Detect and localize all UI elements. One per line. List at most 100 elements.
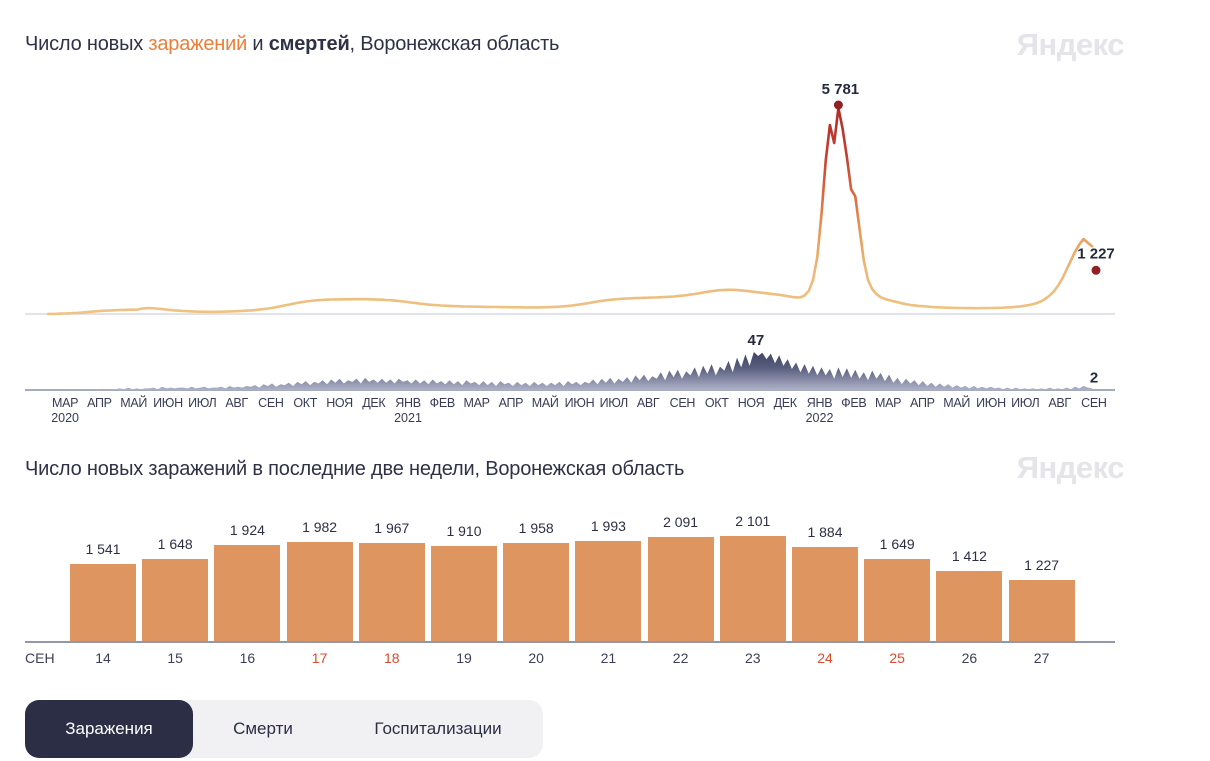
x-axis-day-label: 21 (600, 650, 617, 666)
yandex-logo: Яндекс (1016, 450, 1125, 485)
latest-dot (1091, 265, 1101, 275)
x-axis-month-label: ДЕК (362, 396, 386, 410)
bar-day-25[interactable] (864, 559, 931, 642)
bar-day-20[interactable] (503, 543, 570, 642)
x-axis-month-label: НОЯ (737, 396, 765, 410)
bar-day-16[interactable] (214, 545, 281, 642)
x-axis-month-label: ОКТ (293, 396, 318, 410)
bar-day-15[interactable] (142, 559, 209, 642)
peak-value-label: 5 781 (822, 81, 860, 98)
peak-dot (833, 100, 843, 110)
x-axis-month-label: АВГ (1048, 396, 1071, 410)
tab-infections[interactable]: Заражения (25, 700, 193, 758)
bar-day-22[interactable] (647, 537, 714, 642)
x-axis-day-label: 24 (817, 650, 833, 666)
bar-value-label: 1 958 (518, 520, 554, 536)
x-axis-month-label: МАЙ (943, 396, 971, 410)
bar-day-24[interactable] (792, 547, 858, 642)
tab-deaths[interactable]: Смерти (193, 700, 333, 758)
x-axis-month-label: МАЙ (531, 396, 559, 410)
metric-tabs: Заражения Смерти Госпитализации (25, 700, 543, 758)
x-axis-day-label: 23 (745, 650, 761, 666)
x-axis-day-label: 27 (1033, 650, 1050, 666)
x-axis-month-label: МАР (52, 396, 79, 410)
x-axis-month-label: СЕН (1081, 396, 1107, 410)
x-axis-month-label: ФЕВ (841, 396, 867, 410)
bar-value-label: 1 967 (374, 520, 410, 536)
x-axis-day-label: 20 (528, 650, 544, 666)
yandex-logo: Яндекс (1016, 27, 1125, 62)
x-axis-month-label: МАЙ (120, 396, 148, 410)
x-axis-month-label: ИЮЛ (1011, 396, 1040, 410)
bar-day-19[interactable] (431, 546, 497, 642)
title-text: Число новых (25, 33, 149, 55)
deaths-area (48, 352, 1092, 390)
bar-value-label: 1 982 (302, 519, 338, 535)
x-axis-month-label: ИЮЛ (599, 396, 629, 410)
x-axis-month-label: СЕН (669, 396, 696, 410)
bar-day-14[interactable] (70, 564, 136, 642)
x-axis-day-label: 15 (167, 650, 183, 666)
x-axis-day-label: 18 (384, 650, 400, 666)
x-axis-month-label: ИЮЛ (188, 396, 217, 410)
x-axis-day-label: 17 (311, 650, 328, 666)
bar-value-label: 1 649 (879, 536, 915, 552)
bar-value-label: 1 993 (590, 518, 626, 534)
x-axis-month-label: ИЮН (153, 396, 183, 410)
x-axis-month-label: ЯНВ (806, 396, 833, 410)
bar-day-18[interactable] (358, 543, 425, 642)
bar-value-label: 1 412 (951, 548, 987, 564)
title-infections-word: заражений (148, 33, 248, 55)
bar-day-23[interactable] (719, 536, 786, 642)
bar-value-label: 1 884 (807, 524, 843, 540)
x-axis-day-label: 16 (239, 650, 256, 666)
x-axis-month-label: ОКТ (704, 396, 729, 410)
x-axis-month-label: ДЕК (773, 396, 797, 410)
timeline-chart: 5 781 1 227 47 2 (25, 81, 1115, 391)
deaths-latest-label: 2 (1090, 369, 1098, 386)
bar-value-label: 1 541 (85, 541, 121, 557)
timeline-chart-title: Число новых заражений и смертей, Воронеж… (25, 33, 559, 56)
x-axis-day-label: 22 (672, 650, 689, 666)
x-axis-day-label: 25 (889, 650, 905, 666)
x-axis-month-label: АПР (87, 396, 112, 410)
bar-day-21[interactable] (575, 541, 642, 642)
x-axis-year-label: 2020 (51, 411, 79, 425)
x-axis-month-label: НОЯ (326, 396, 353, 410)
recent-chart-title: Число новых заражений в последние две не… (25, 458, 685, 480)
bar-value-label: 2 091 (663, 514, 699, 530)
x-axis-month-label: ИЮН (976, 396, 1006, 410)
bar-value-label: 2 101 (735, 513, 771, 529)
x-axis-month-label: АВГ (225, 396, 248, 410)
title-text: , Воронежская область (349, 33, 560, 55)
bar-value-label: 1 648 (157, 536, 193, 552)
bar-value-label: 1 924 (229, 522, 265, 538)
x-axis-month-label: ИЮН (564, 396, 595, 410)
x-axis-day-label: 26 (961, 650, 978, 666)
tab-hospitalizations[interactable]: Госпитализации (333, 700, 543, 758)
x-axis-day-label: 14 (95, 650, 111, 666)
x-axis-month-label: АПР (498, 396, 524, 410)
bar-day-26[interactable] (936, 571, 1003, 642)
x-axis-month-prefix: СЕН (25, 650, 55, 666)
bar-day-27[interactable] (1008, 580, 1075, 642)
x-axis-month-label: СЕН (258, 396, 284, 410)
x-axis-day-label: 19 (456, 650, 472, 666)
bar-value-label: 1 910 (446, 523, 482, 539)
title-deaths-word: смертей (268, 33, 350, 55)
x-axis-month-label: АВГ (636, 396, 660, 410)
x-axis-month-label: МАР (875, 396, 902, 410)
latest-value-label: 1 227 (1077, 245, 1115, 262)
deaths-peak-label: 47 (748, 332, 765, 349)
x-axis-month-label: ЯНВ (395, 396, 421, 410)
bar-day-17[interactable] (286, 542, 353, 642)
x-axis-month-label: ФЕВ (429, 396, 456, 410)
bar-chart-axis-line (25, 641, 1115, 643)
infections-line (46, 106, 1094, 316)
x-axis-year-label: 2021 (394, 411, 422, 425)
bar-value-label: 1 227 (1024, 557, 1060, 573)
title-text: и (247, 33, 269, 55)
x-axis-month-label: АПР (910, 396, 935, 410)
x-axis-month-label: МАР (463, 396, 490, 410)
